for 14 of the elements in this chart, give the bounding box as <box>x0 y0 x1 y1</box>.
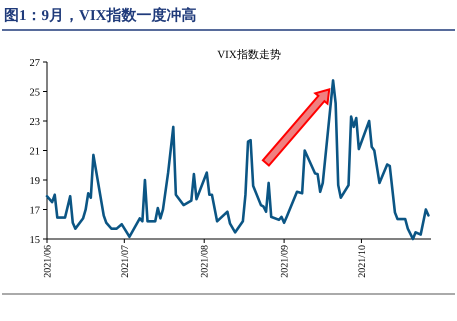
chart-title: 图1：9月，VIX指数一度冲高 <box>4 6 197 24</box>
y-tick-label: 15 <box>30 235 40 246</box>
chart-subtitle: VIX指数走势 <box>217 48 281 61</box>
x-tick-label: 2021/07 <box>120 245 131 278</box>
x-tick-label: 2021/09 <box>280 245 291 278</box>
y-tick-label: 23 <box>30 117 40 128</box>
x-tick-label: 2021/10 <box>356 245 368 278</box>
y-tick-label: 25 <box>30 88 40 98</box>
x-tick-label: 2021/08 <box>200 245 211 278</box>
y-tick-label: 27 <box>30 58 40 69</box>
x-tick-label: 2021/06 <box>42 245 54 278</box>
y-tick-label: 17 <box>30 206 40 216</box>
y-tick-label: 21 <box>30 146 40 158</box>
y-tick-label: 19 <box>30 176 40 187</box>
